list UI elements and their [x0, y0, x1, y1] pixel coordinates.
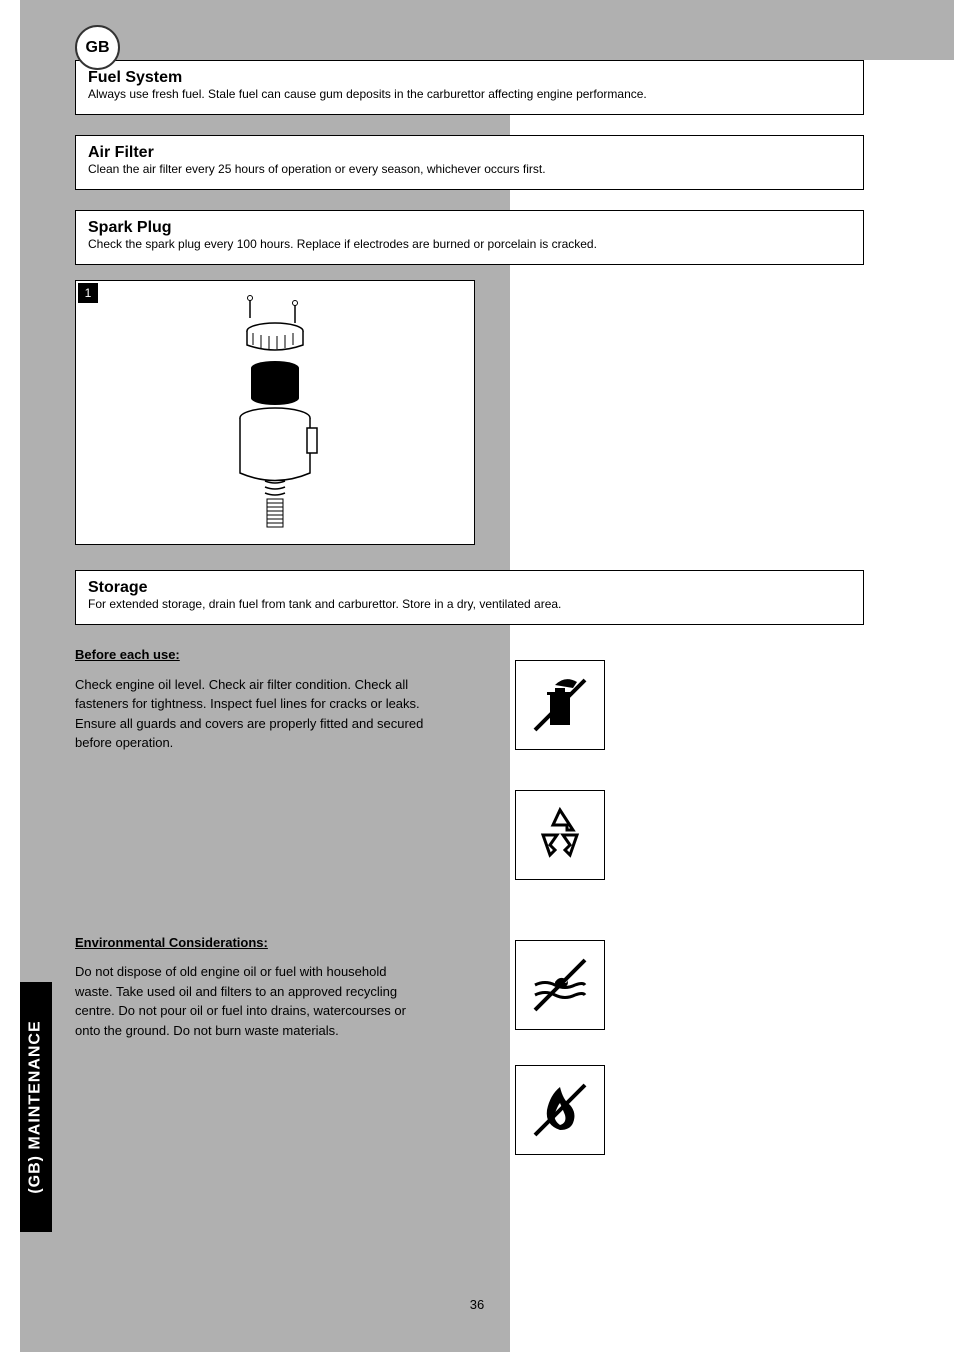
gray-top-strip [20, 0, 954, 60]
sec1-text: Check engine oil level. Check air filter… [75, 675, 425, 753]
vertical-tab-text: (GB) MAINTENANCE [27, 1020, 45, 1193]
no-trash-icon [515, 660, 605, 750]
section-box-spark-plug: Spark Plug Check the spark plug every 10… [75, 210, 864, 265]
section-box-air-filter: Air Filter Clean the air filter every 25… [75, 135, 864, 190]
box5-text: For extended storage, drain fuel from ta… [88, 597, 851, 611]
recycle-icon [515, 790, 605, 880]
box3-text: Check the spark plug every 100 hours. Re… [88, 237, 851, 251]
box2-text: Clean the air filter every 25 hours of o… [88, 162, 851, 176]
no-fire-icon [515, 1065, 605, 1155]
country-code-badge: GB [75, 25, 120, 70]
text-section-before-use: Before each use: Check engine oil level.… [75, 645, 425, 1040]
diagram-number: 1 [85, 286, 92, 300]
exploded-component-diagram [185, 293, 365, 533]
box3-title: Spark Plug [88, 219, 172, 236]
sec2-heading: Environmental Considerations: [75, 933, 425, 953]
diagram-box [75, 280, 475, 545]
diagram-number-badge: 1 [78, 283, 98, 303]
section-box-fuel: Fuel System Always use fresh fuel. Stale… [75, 60, 864, 115]
no-water-pollution-icon [515, 940, 605, 1030]
vertical-section-tab: (GB) MAINTENANCE [20, 982, 52, 1232]
box2-title: Air Filter [88, 144, 154, 161]
country-code-text: GB [86, 39, 110, 57]
sec1-heading: Before each use: [75, 645, 425, 665]
section-box-storage: Storage For extended storage, drain fuel… [75, 570, 864, 625]
sec2-text: Do not dispose of old engine oil or fuel… [75, 962, 425, 1040]
page-container: GB Fuel System Always use fresh fuel. St… [0, 0, 954, 1352]
page-number: 36 [470, 1297, 484, 1312]
box1-text: Always use fresh fuel. Stale fuel can ca… [88, 87, 851, 101]
box1-title: Fuel System [88, 69, 182, 86]
box5-title: Storage [88, 579, 148, 596]
